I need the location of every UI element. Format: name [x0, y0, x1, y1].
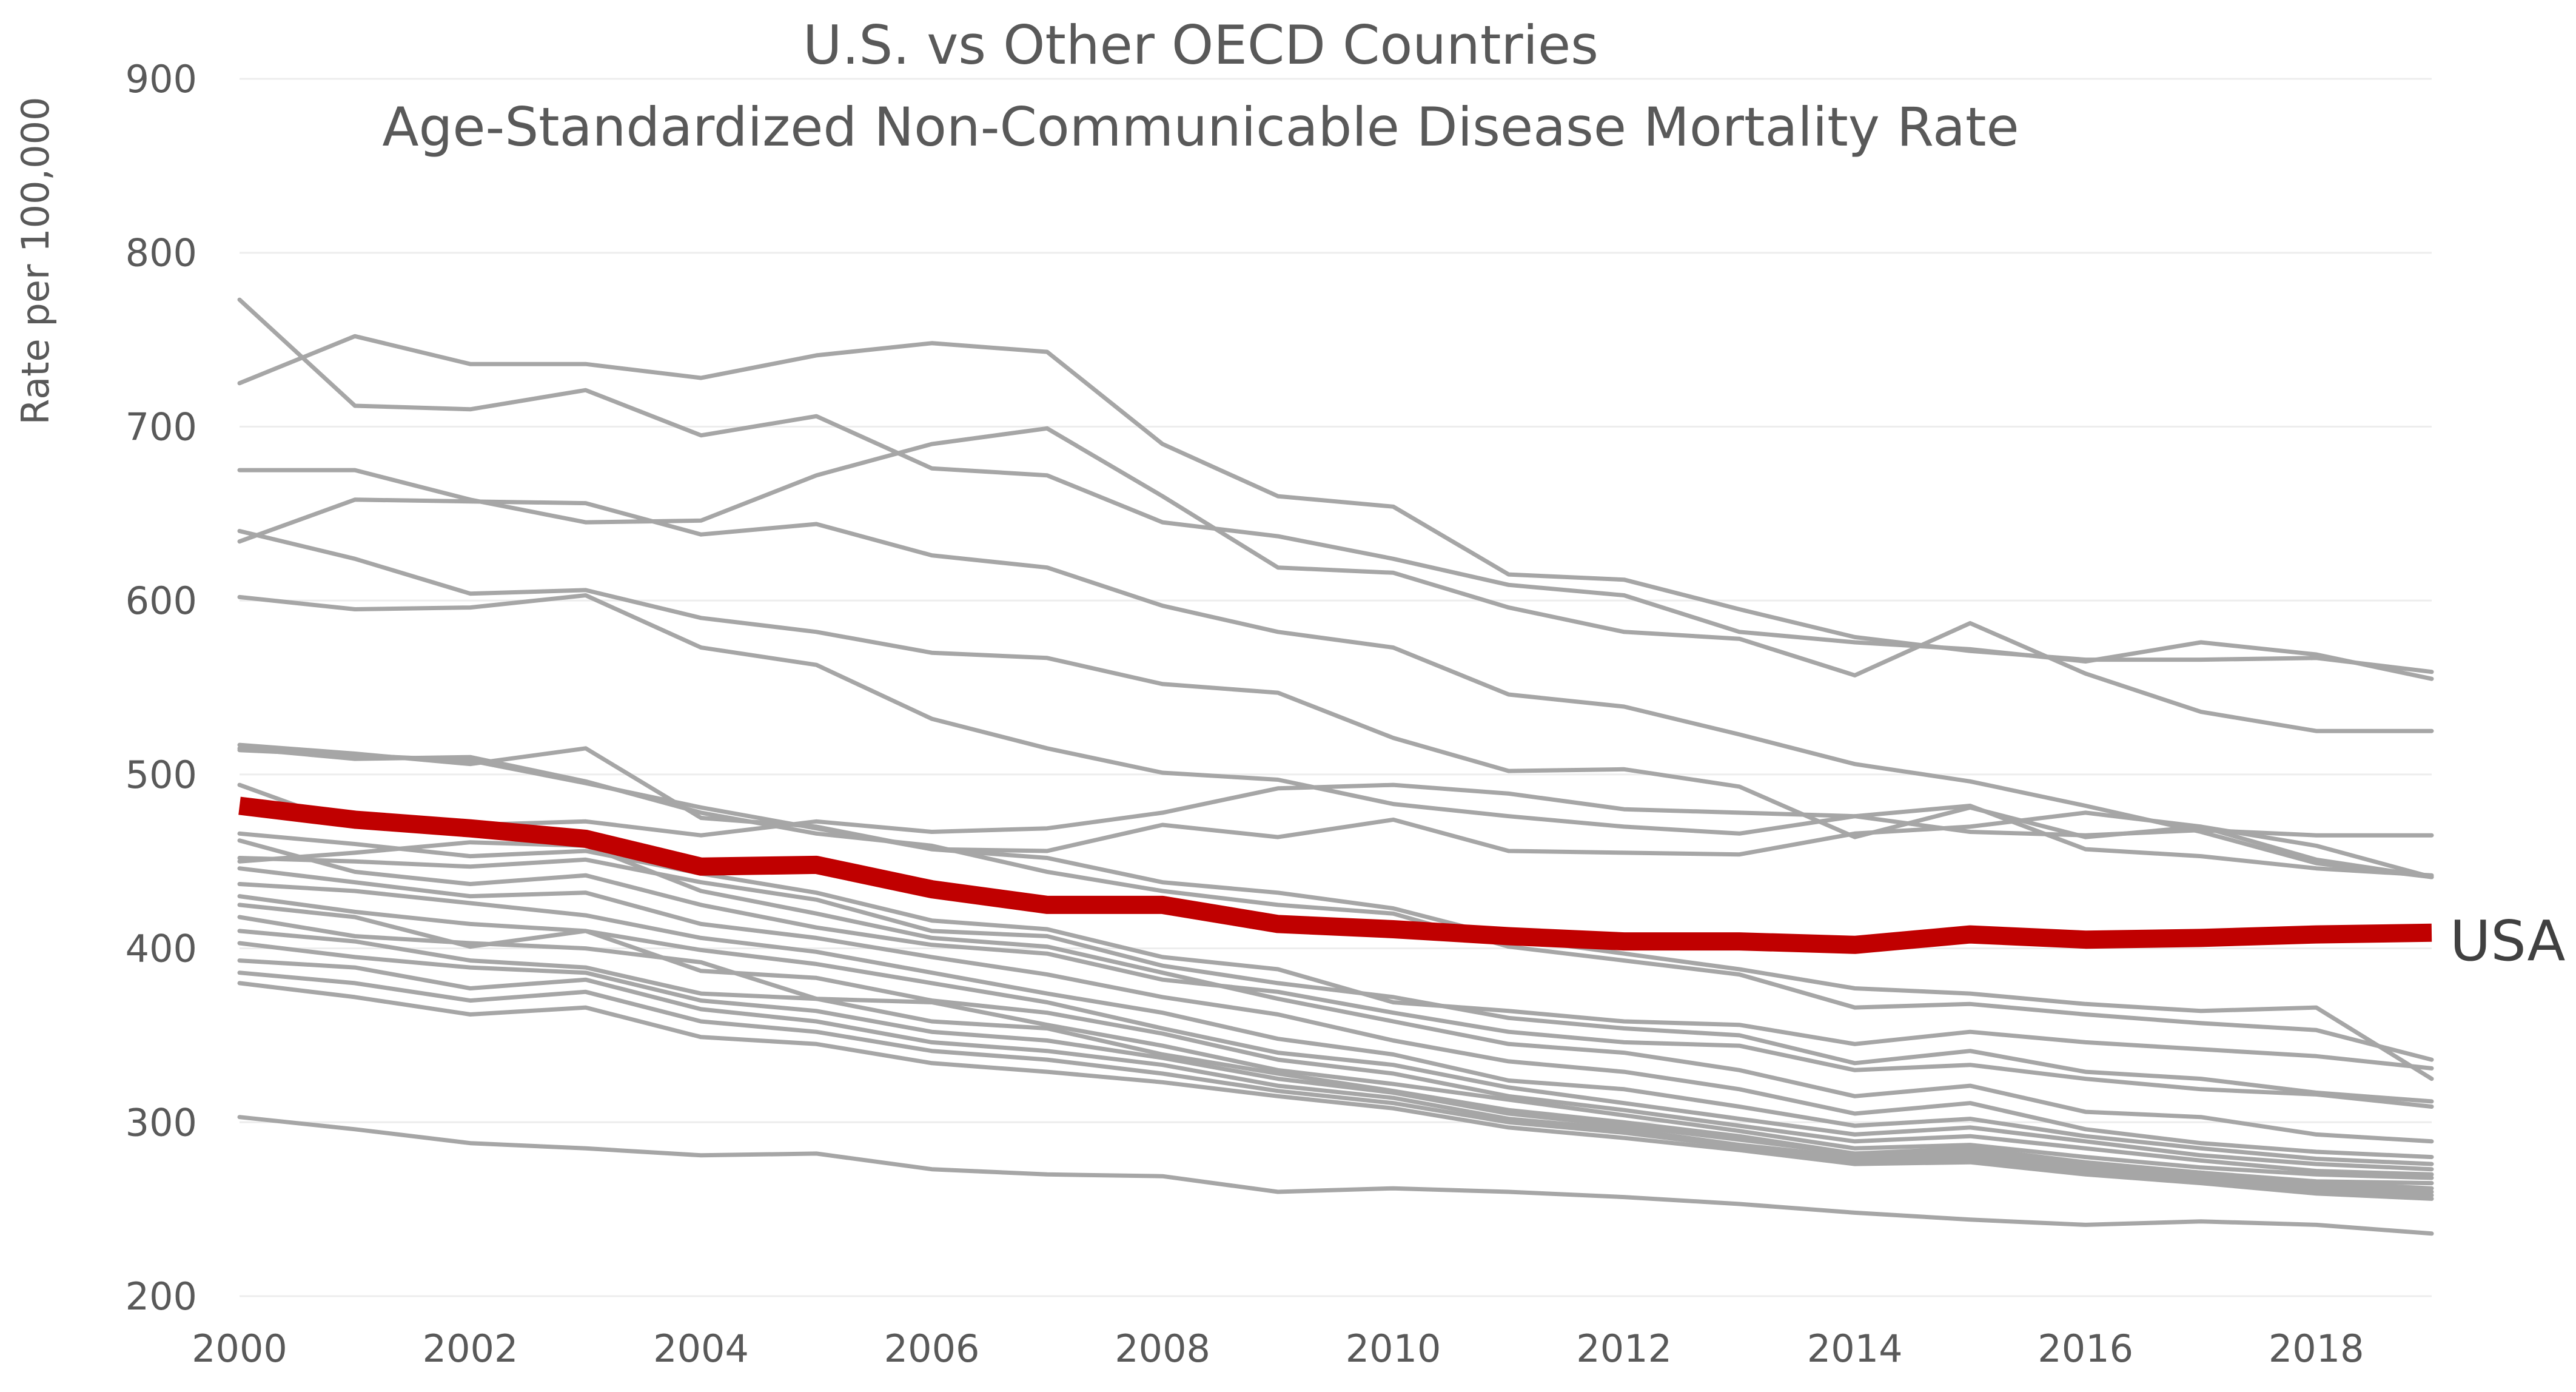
other-country-line-13 — [237, 838, 2434, 1109]
other-country-line-6 — [237, 593, 2434, 838]
x-tick-label: 2002 — [423, 1326, 518, 1371]
y-tick-label: 700 — [126, 405, 197, 449]
grid-lines — [240, 78, 2432, 1297]
x-axis-ticks: 2000 2002 2004 2006 2008 2010 2012 2014 2016 2018 — [192, 1326, 2364, 1371]
y-tick-label: 500 — [126, 753, 197, 797]
other-country-line-24 — [237, 981, 2434, 1201]
other-country-line-11 — [237, 831, 2434, 1071]
y-axis-label: Rate per 100,000 — [13, 97, 58, 425]
other-country-line-10 — [237, 746, 2434, 1062]
y-tick-label: 300 — [126, 1100, 197, 1145]
y-tick-label: 800 — [126, 231, 197, 275]
y-axis-ticks: 200 300 400 500 600 700 800 900 — [126, 57, 197, 1319]
x-tick-label: 2010 — [1346, 1326, 1441, 1371]
other-country-line-17 — [237, 894, 2434, 1172]
other-country-line-22 — [237, 958, 2434, 1194]
other-country-line-23 — [237, 970, 2434, 1198]
other-country-line-9 — [237, 782, 2434, 878]
usa-series-label: USA — [2450, 909, 2565, 973]
other-country-line-21 — [237, 941, 2434, 1191]
other-countries-series — [237, 297, 2434, 1236]
usa-line — [238, 796, 2432, 954]
other-country-line-15 — [237, 866, 2434, 1160]
x-tick-label: 2006 — [884, 1326, 980, 1371]
other-country-line-7 — [237, 742, 2434, 879]
other-country-line-3 — [237, 426, 2434, 733]
y-tick-label: 200 — [126, 1274, 197, 1319]
other-country-line-12 — [237, 856, 2434, 1104]
other-country-line-25 — [237, 1115, 2434, 1236]
other-country-line-16 — [237, 882, 2434, 1166]
other-country-line-4 — [237, 497, 2434, 879]
other-country-line-14 — [237, 840, 2434, 1144]
y-tick-label: 600 — [126, 579, 197, 623]
x-tick-label: 2012 — [1576, 1326, 1672, 1371]
other-country-line-18 — [237, 903, 2434, 1177]
other-country-line-2 — [237, 297, 2434, 681]
chart-title-line1: U.S. vs Other OECD Countries — [803, 14, 1598, 76]
x-tick-label: 2008 — [1115, 1326, 1210, 1371]
x-tick-label: 2004 — [653, 1326, 749, 1371]
chart-title-line2: Age-Standardized Non-Communicable Diseas… — [382, 96, 2019, 158]
other-country-line-19 — [237, 915, 2434, 1180]
x-tick-label: 2014 — [1807, 1326, 1903, 1371]
x-tick-label: 2016 — [2038, 1326, 2133, 1371]
x-tick-label: 2000 — [192, 1326, 287, 1371]
y-tick-label: 900 — [126, 57, 197, 101]
y-tick-label: 400 — [126, 927, 197, 971]
other-country-line-5 — [237, 529, 2434, 879]
usa-series-group — [238, 796, 2432, 954]
x-tick-label: 2018 — [2269, 1326, 2364, 1371]
